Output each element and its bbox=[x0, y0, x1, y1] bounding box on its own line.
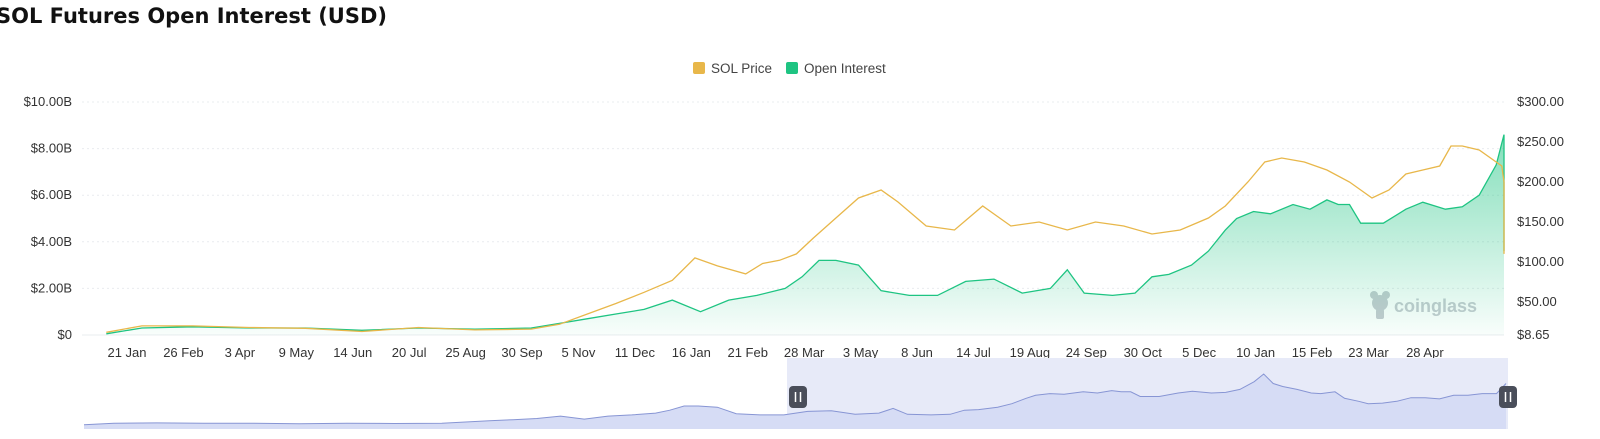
x-tick-label: 3 Apr bbox=[225, 345, 256, 360]
legend-label-sol-price: SOL Price bbox=[711, 61, 772, 76]
y-right-tick-label: $50.00 bbox=[1517, 294, 1557, 309]
y-left-tick-label: $8.00B bbox=[31, 141, 72, 156]
sol-price-line bbox=[106, 145, 1505, 333]
legend-label-open-interest: Open Interest bbox=[804, 61, 886, 76]
navigator-handle-left[interactable] bbox=[789, 386, 807, 408]
x-tick-label: 5 Nov bbox=[561, 345, 595, 360]
x-tick-label: 8 Jun bbox=[901, 345, 933, 360]
x-tick-label: 3 May bbox=[843, 345, 879, 360]
x-tick-label: 26 Feb bbox=[163, 345, 203, 360]
y-axis-right: $8.65 $50.00 $100.00 $150.00 $200.00 $250.00 $… bbox=[1517, 94, 1564, 342]
legend-swatch-sol-price bbox=[693, 62, 705, 74]
navigator-series-area bbox=[84, 374, 1506, 429]
navigator-handle-right[interactable] bbox=[1499, 386, 1517, 408]
y-right-tick-label: $250.00 bbox=[1517, 134, 1564, 149]
x-tick-label: 30 Oct bbox=[1124, 345, 1163, 360]
y-left-tick-label: $0 bbox=[58, 327, 72, 342]
legend-item-open-interest[interactable]: Open Interest bbox=[786, 61, 886, 76]
y-right-tick-label: $200.00 bbox=[1517, 174, 1564, 189]
navigator[interactable] bbox=[83, 358, 1517, 429]
x-tick-label: 10 Jan bbox=[1236, 345, 1275, 360]
page-title: SOL Futures Open Interest (USD) bbox=[0, 4, 388, 28]
y-right-tick-label: $300.00 bbox=[1517, 94, 1564, 109]
pause-handle-icon[interactable] bbox=[1499, 386, 1517, 408]
x-axis: 21 Jan 26 Feb 3 Apr 9 May 14 Jun 20 Jul 25 Aug… bbox=[107, 345, 1444, 360]
x-tick-label: 14 Jun bbox=[333, 345, 372, 360]
x-tick-label: 16 Jan bbox=[672, 345, 711, 360]
x-tick-label: 14 Jul bbox=[956, 345, 991, 360]
pause-handle-icon[interactable] bbox=[789, 386, 807, 408]
y-axis-left: $0 $2.00B $4.00B $6.00B $8.00B $10.00B bbox=[24, 94, 72, 342]
x-tick-label: 30 Sep bbox=[501, 345, 542, 360]
x-tick-label: 5 Dec bbox=[1182, 345, 1216, 360]
x-tick-label: 21 Jan bbox=[107, 345, 146, 360]
plot-area bbox=[106, 134, 1505, 335]
x-tick-label: 24 Sep bbox=[1066, 345, 1107, 360]
x-tick-label: 21 Feb bbox=[727, 345, 767, 360]
legend-swatch-open-interest bbox=[786, 62, 798, 74]
y-left-tick-label: $4.00B bbox=[31, 234, 72, 249]
x-tick-label: 19 Aug bbox=[1010, 345, 1051, 360]
x-tick-label: 28 Apr bbox=[1406, 345, 1444, 360]
x-tick-label: 11 Dec bbox=[615, 345, 656, 360]
x-tick-label: 25 Aug bbox=[445, 345, 486, 360]
x-tick-label: 28 Mar bbox=[784, 345, 825, 360]
legend-item-sol-price[interactable]: SOL Price bbox=[693, 61, 772, 76]
open-interest-area bbox=[106, 134, 1504, 335]
x-tick-label: 9 May bbox=[279, 345, 315, 360]
x-tick-label: 15 Feb bbox=[1292, 345, 1332, 360]
x-tick-label: 23 Mar bbox=[1348, 345, 1389, 360]
y-left-tick-label: $2.00B bbox=[31, 280, 72, 295]
navigator-series-line bbox=[83, 373, 1507, 426]
x-tick-label: 20 Jul bbox=[392, 345, 427, 360]
y-left-tick-label: $10.00B bbox=[24, 94, 72, 109]
y-right-tick-label: $8.65 bbox=[1517, 327, 1550, 342]
y-right-tick-label: $100.00 bbox=[1517, 254, 1564, 269]
legend: SOL Price Open Interest bbox=[693, 61, 886, 76]
y-left-tick-label: $6.00B bbox=[31, 187, 72, 202]
y-right-tick-label: $150.00 bbox=[1517, 214, 1564, 229]
